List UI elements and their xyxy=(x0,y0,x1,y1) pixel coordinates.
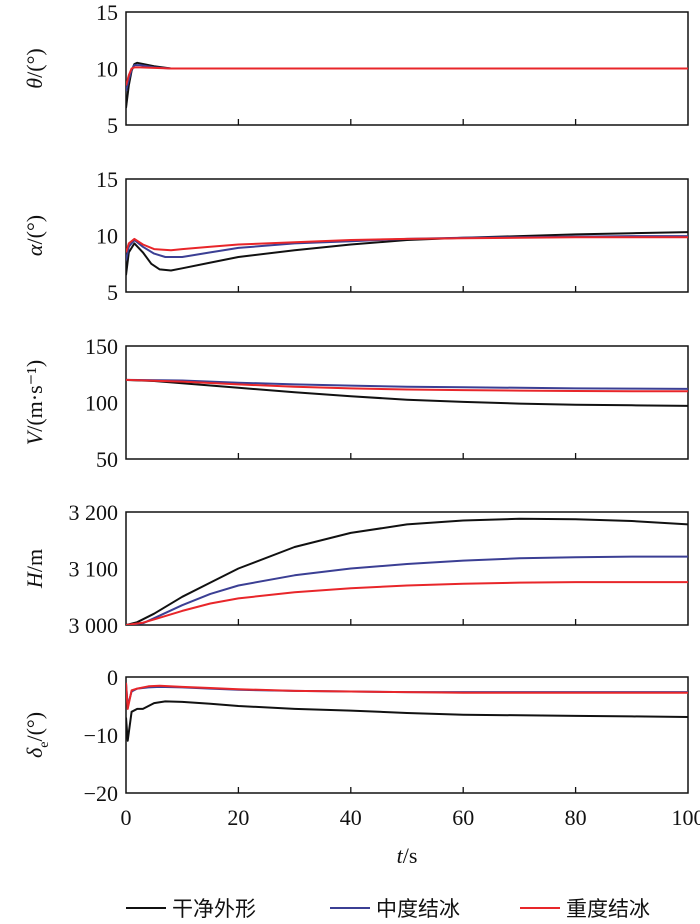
y-label-unit: /m xyxy=(22,549,47,572)
plot-frame xyxy=(125,676,689,794)
y-tick-label: 3 000 xyxy=(69,613,119,638)
y-tick-label: 10 xyxy=(96,224,118,249)
y-tick-label: 15 xyxy=(96,167,118,192)
series-line-severe-icing xyxy=(126,682,688,710)
legend-label: 中度结冰 xyxy=(376,897,460,921)
x-label-symbol: t xyxy=(397,843,404,868)
y-tick-label: 100 xyxy=(85,391,118,416)
y-axis-label: H/m xyxy=(22,549,47,589)
y-tick-label: 10 xyxy=(96,57,118,82)
y-tick-label: 0 xyxy=(107,665,118,690)
series-line-moderate-icing xyxy=(126,378,688,390)
plot-frame xyxy=(125,511,689,626)
y-label-unit: /(°) xyxy=(22,712,47,742)
y-tick-label: 150 xyxy=(85,334,118,359)
y-label-unit: /(°) xyxy=(22,215,47,245)
x-tick-label: 80 xyxy=(565,805,587,830)
y-tick-label: 5 xyxy=(107,113,118,138)
subplot-1: 5 10 15 α/(°) xyxy=(22,167,689,305)
y-axis-label: V/(m·s⁻¹) xyxy=(22,360,47,445)
x-tick-label: 20 xyxy=(227,805,249,830)
subplot-0: 5 10 15 θ/(°) xyxy=(22,0,689,138)
series-line-clean xyxy=(126,700,688,742)
series-line-severe-icing xyxy=(126,581,688,625)
y-label-symbol: α xyxy=(22,244,47,256)
y-label-symbol: V xyxy=(22,429,47,445)
subplot-2: 50 100 150 V/(m·s⁻¹) xyxy=(22,334,689,472)
y-label-unit: /(°) xyxy=(22,48,47,78)
series-line-severe-icing xyxy=(126,236,688,253)
plot-frame xyxy=(125,345,689,460)
subplot-3: 3 000 3 100 3 200 H/m xyxy=(22,500,689,638)
series-line-severe-icing xyxy=(126,378,688,393)
y-axis-label: α/(°) xyxy=(22,215,47,256)
x-axis-label: t/s xyxy=(397,843,418,868)
x-tick-label: 40 xyxy=(340,805,362,830)
y-label-symbol: δ xyxy=(22,747,47,758)
series-line-clean xyxy=(126,61,688,109)
y-tick-label: −10 xyxy=(84,723,118,748)
y-label-unit: /(m·s⁻¹) xyxy=(22,360,47,432)
series-line-moderate-icing xyxy=(126,682,688,707)
series-line-moderate-icing xyxy=(126,555,688,625)
series-line-clean xyxy=(126,517,688,625)
legend-label: 重度结冰 xyxy=(566,897,650,921)
y-tick-label: 3 100 xyxy=(69,557,119,582)
y-tick-label: −20 xyxy=(84,781,118,806)
x-tick-label: 0 xyxy=(121,805,132,830)
y-label-symbol: θ xyxy=(22,78,47,89)
legend: 干净外形 中度结冰 重度结冰 xyxy=(126,897,650,921)
y-tick-label: 3 200 xyxy=(69,500,119,525)
series-line-clean xyxy=(126,231,688,276)
x-tick-label: 60 xyxy=(452,805,474,830)
y-axis-label: δe/(°) xyxy=(22,712,52,758)
x-label-unit: /s xyxy=(403,843,418,868)
series-line-clean xyxy=(126,378,688,407)
y-tick-label: 5 xyxy=(107,280,118,305)
y-label-subscript: e xyxy=(37,742,52,748)
x-tick-label: 100 xyxy=(672,805,700,830)
subplot-4: −20 −10 0 δe/(°) xyxy=(22,665,689,806)
legend-label: 干净外形 xyxy=(172,897,256,921)
series-line-severe-icing xyxy=(126,66,688,86)
y-label-symbol: H xyxy=(22,571,47,589)
y-tick-label: 15 xyxy=(96,0,118,25)
y-axis-label: θ/(°) xyxy=(22,48,47,88)
y-tick-label: 50 xyxy=(96,447,118,472)
